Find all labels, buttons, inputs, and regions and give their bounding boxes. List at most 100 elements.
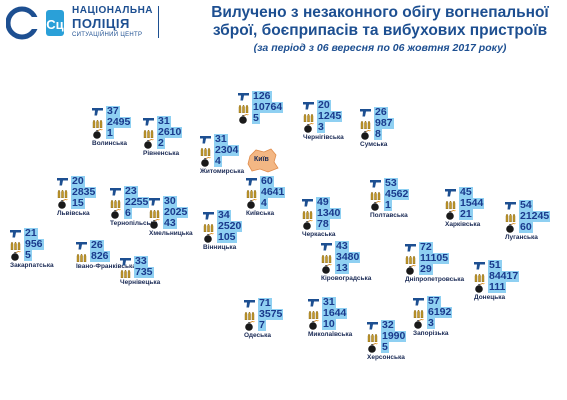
region-block: 49 1340 78 Черкаська	[302, 197, 342, 238]
explosives-count: 78	[316, 218, 330, 230]
pistol-icon	[110, 187, 122, 197]
region-row-ammo: 1245	[303, 111, 344, 122]
firearms-count: 126	[252, 90, 272, 102]
region-row-explosives: 3	[413, 318, 452, 329]
region-row-ammo: 1340	[302, 207, 342, 219]
region-block: 31 1644 10 Миколаївська	[308, 297, 352, 338]
bomb-icon	[367, 342, 379, 353]
region-row-firearms: 72	[405, 242, 464, 253]
logo-mark: Сц	[46, 17, 63, 32]
region-row-ammo: 1644	[308, 308, 352, 319]
ammo-count: 956	[24, 238, 44, 250]
bomb-icon	[445, 209, 457, 220]
firearms-count: 57	[427, 295, 441, 307]
pistol-icon	[474, 261, 486, 271]
ammo-count: 4562	[384, 188, 410, 200]
pistol-icon	[367, 321, 379, 331]
pistol-icon	[321, 242, 333, 252]
bomb-icon	[92, 128, 104, 139]
region-block: 54 21245 60 Луганська	[505, 200, 551, 241]
ammo-icon	[149, 208, 161, 218]
firearms-count: 45	[459, 186, 473, 198]
logo-line-3: СИТУАЦІЙНИЙ ЦЕНТР	[72, 32, 143, 38]
region-row-firearms: 34	[203, 210, 242, 221]
region-row-firearms: 20	[57, 176, 96, 187]
pistol-icon	[413, 297, 425, 307]
ammo-icon	[413, 308, 425, 318]
region-row-explosives: 105	[203, 232, 242, 243]
region-row-explosives: 3	[303, 122, 344, 133]
region-block: 34 2520 105 Вінницька	[203, 210, 243, 251]
region-row-explosives: 5	[10, 250, 54, 261]
region-row-ammo: 2304	[200, 145, 244, 156]
ammo-icon	[367, 332, 379, 342]
region-name: Черкаська	[302, 231, 336, 238]
explosives-count: 10	[322, 318, 336, 330]
region-row-firearms: 37	[92, 106, 131, 117]
region-block: 45 1544 21 Харківська	[445, 187, 485, 228]
region-row-ammo: 1990	[367, 331, 407, 342]
region-row-ammo: 4562	[370, 188, 410, 200]
firearms-count: 26	[90, 239, 104, 251]
bomb-icon	[474, 282, 486, 293]
region-block: 57 6192 3 Запорізька	[413, 295, 453, 337]
region-name: Одеська	[244, 332, 272, 339]
ammo-count: 3575	[258, 308, 284, 320]
ammo-icon	[474, 272, 486, 282]
firearms-count: 23	[124, 185, 138, 197]
firearms-count: 32	[381, 319, 395, 331]
ammo-icon	[308, 309, 320, 319]
ammo-count: 1245	[317, 110, 343, 122]
explosives-count: 6	[124, 207, 132, 219]
logo-line-1: НАЦІОНАЛЬНА	[72, 5, 154, 16]
firearms-count: 21	[24, 227, 38, 239]
ammo-count: 21245	[519, 210, 551, 222]
firearms-count: 51	[488, 259, 502, 271]
region-block: 31 2610 2 Рівненська	[143, 116, 183, 157]
bomb-icon	[302, 219, 314, 230]
region-row-firearms: 54	[505, 200, 550, 211]
region-row-ammo: 2610	[143, 127, 183, 138]
pistol-icon	[10, 229, 22, 239]
explosives-count: 3	[317, 121, 325, 133]
bomb-icon	[57, 198, 69, 209]
explosives-count: 4	[214, 155, 222, 167]
pistol-icon	[57, 177, 69, 187]
region-row-explosives: 21	[445, 209, 484, 220]
region-name: Миколаївська	[308, 331, 353, 338]
bomb-icon	[10, 250, 22, 261]
bomb-icon	[405, 264, 417, 275]
explosives-count: 2	[157, 137, 165, 149]
firearms-count: 43	[335, 240, 349, 252]
region-block: 26 826 Івано-Франківська	[76, 240, 136, 270]
kyiv-city-shape	[247, 148, 279, 173]
explosives-count: 5	[252, 112, 260, 124]
logo-line-2: ПОЛІЦІЯ	[72, 16, 130, 31]
region-row-firearms: 49	[302, 197, 341, 208]
ammo-icon	[445, 199, 457, 209]
firearms-count: 54	[519, 199, 533, 211]
ammo-icon	[200, 146, 212, 156]
kyiv-label: Київ	[254, 156, 269, 163]
explosives-count: 4	[260, 197, 268, 209]
firearms-count: 60	[260, 175, 274, 187]
region-row-ammo: 6192	[413, 307, 453, 318]
region-name: Запорізька	[413, 330, 449, 337]
police-logo: Сц	[5, 4, 68, 42]
region-block: 32 1990 5 Херсонська	[367, 319, 407, 361]
ammo-count: 1340	[316, 207, 342, 219]
ammo-icon	[76, 252, 88, 262]
region-name: Львівська	[57, 210, 90, 217]
region-row-ammo: 84417	[474, 271, 520, 282]
region-row-firearms: 71	[244, 298, 283, 309]
bomb-icon	[303, 122, 315, 133]
region-row-firearms: 53	[370, 178, 409, 189]
ammo-count: 1644	[322, 307, 348, 319]
firearms-count: 26	[374, 106, 388, 118]
region-row-firearms: 43	[321, 241, 371, 252]
ammo-icon	[303, 112, 315, 122]
region-row-firearms: 45	[445, 187, 484, 198]
pistol-icon	[244, 299, 256, 309]
explosives-count: 5	[381, 341, 389, 353]
ammo-icon	[505, 212, 517, 222]
